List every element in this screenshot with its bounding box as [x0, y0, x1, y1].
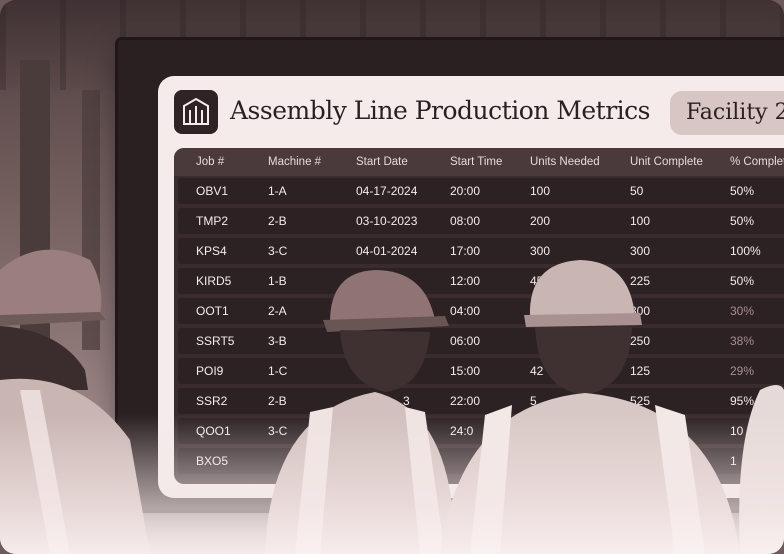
table-row: OOT1 2-A 04:00 300 30%: [178, 298, 784, 324]
start-time-cell: 15:00: [450, 364, 481, 378]
percent-complete-cell: 30%: [730, 304, 755, 318]
job-cell: BXO5: [196, 454, 229, 468]
column-header: Start Time: [450, 156, 503, 168]
start-time-cell: 12:00: [450, 274, 481, 288]
table-row: KPS4 3-C 04-01-2024 17:00 300 300 100%: [178, 238, 784, 264]
machine-cell: 1-A: [268, 184, 287, 198]
column-header: Units Needed: [530, 156, 600, 168]
column-header: Start Date: [356, 156, 408, 168]
start-time-cell: 04:00: [450, 304, 481, 318]
job-cell: TMP2: [196, 214, 229, 228]
job-cell: OOT1: [196, 304, 229, 318]
table-row: SSR2 2-B 3 22:00 5 525 95%: [178, 388, 784, 414]
start-date-cell: 3: [403, 394, 410, 408]
job-cell: POI9: [196, 364, 224, 378]
start-date-cell: 04-01-2024: [356, 244, 418, 258]
start-time-cell: 08:00: [450, 214, 481, 228]
machine-cell: 2-B: [268, 394, 287, 408]
machine-cell: 3-C: [268, 244, 288, 258]
percent-complete-cell: 29%: [730, 364, 755, 378]
worker-figure: [440, 260, 740, 554]
machine-cell: 1-B: [268, 274, 287, 288]
building-logo-icon: [174, 90, 218, 134]
page-title: Assembly Line Production Metrics: [230, 96, 651, 125]
job-cell: SSRT5: [196, 334, 235, 348]
start-date-cell: 04-17-2024: [356, 184, 418, 198]
table-row: KIRD5 1-B 12:00 45 225 50%: [178, 268, 784, 294]
start-time-cell: 22:00: [450, 394, 481, 408]
job-cell: QOO1: [196, 424, 231, 438]
table-row: OBV1 1-A 04-17-2024 20:00 100 50 50%: [178, 178, 784, 204]
column-header: % Complete: [730, 156, 784, 168]
start-time-cell: 06:00: [450, 334, 481, 348]
percent-complete-cell: 50%: [730, 214, 755, 228]
percent-complete-cell: 50%: [730, 274, 755, 288]
factory-pillar: [20, 60, 50, 380]
units-needed-cell: 5: [530, 394, 537, 408]
percent-complete-cell: 100%: [730, 244, 761, 258]
machine-cell: 2-A: [268, 304, 287, 318]
column-header: Unit Complete: [630, 156, 703, 168]
units-needed-cell: 100: [530, 184, 551, 198]
units-complete-cell: 50: [630, 184, 644, 198]
machine-cell: 2-B: [268, 214, 287, 228]
units-complete-cell: 225: [630, 274, 651, 288]
units-complete-cell: 250: [630, 334, 651, 348]
units-needed-cell: 300: [530, 244, 551, 258]
job-cell: OBV1: [196, 184, 229, 198]
table-row: POI9 1-C 15:00 42 125 29%: [178, 358, 784, 384]
worker-figure: [0, 249, 150, 554]
table-header: Job # Machine # Start Date Start Time Un…: [174, 148, 784, 176]
job-cell: KIRD5: [196, 274, 232, 288]
worker-figure: [739, 385, 784, 554]
job-cell: SSR2: [196, 394, 228, 408]
units-complete-cell: 100: [630, 214, 651, 228]
percent-complete-cell: 95%: [730, 394, 755, 408]
table-row: SSRT5 3-B 06:00 250 38%: [178, 328, 784, 354]
column-header: Job #: [196, 156, 225, 168]
column-header: Machine #: [268, 156, 322, 168]
percent-complete-cell: 50%: [730, 184, 755, 198]
worker-figure: [265, 270, 455, 554]
percent-complete-cell: 38%: [730, 334, 755, 348]
machine-cell: 1-C: [268, 364, 288, 378]
start-time-cell: 17:00: [450, 244, 481, 258]
table-row: TMP2 2-B 03-10-2023 08:00 200 100 50%: [178, 208, 784, 234]
units-complete-cell: 300: [630, 244, 651, 258]
units-complete-cell: 125: [630, 364, 651, 378]
machine-cell: 3-B: [268, 334, 287, 348]
start-date-cell: 03-10-2023: [356, 214, 418, 228]
facility-badge: Facility 28: [670, 91, 784, 135]
job-cell: KPS4: [196, 244, 227, 258]
units-needed-cell: 42: [530, 364, 544, 378]
units-needed-cell: 200: [530, 214, 551, 228]
start-time-cell: 20:00: [450, 184, 481, 198]
